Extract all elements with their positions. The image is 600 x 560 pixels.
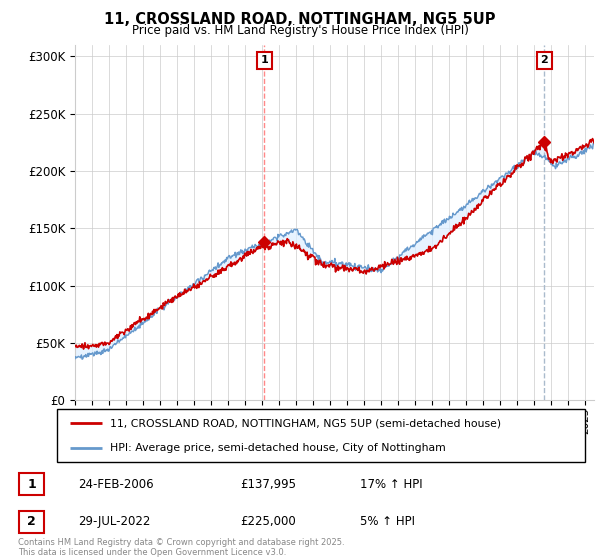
Text: 11, CROSSLAND ROAD, NOTTINGHAM, NG5 5UP: 11, CROSSLAND ROAD, NOTTINGHAM, NG5 5UP — [104, 12, 496, 27]
Text: 2: 2 — [541, 55, 548, 66]
Text: 1: 1 — [27, 478, 36, 491]
Text: 24-FEB-2006: 24-FEB-2006 — [78, 478, 154, 491]
Text: 5% ↑ HPI: 5% ↑ HPI — [360, 515, 415, 529]
Text: 17% ↑ HPI: 17% ↑ HPI — [360, 478, 422, 491]
Text: 11, CROSSLAND ROAD, NOTTINGHAM, NG5 5UP (semi-detached house): 11, CROSSLAND ROAD, NOTTINGHAM, NG5 5UP … — [110, 418, 501, 428]
Text: HPI: Average price, semi-detached house, City of Nottingham: HPI: Average price, semi-detached house,… — [110, 442, 446, 452]
Text: 2: 2 — [27, 515, 36, 529]
Text: Contains HM Land Registry data © Crown copyright and database right 2025.
This d: Contains HM Land Registry data © Crown c… — [18, 538, 344, 557]
Text: Price paid vs. HM Land Registry's House Price Index (HPI): Price paid vs. HM Land Registry's House … — [131, 24, 469, 36]
Text: 1: 1 — [260, 55, 268, 66]
Text: 29-JUL-2022: 29-JUL-2022 — [78, 515, 151, 529]
Text: £225,000: £225,000 — [240, 515, 296, 529]
Text: £137,995: £137,995 — [240, 478, 296, 491]
